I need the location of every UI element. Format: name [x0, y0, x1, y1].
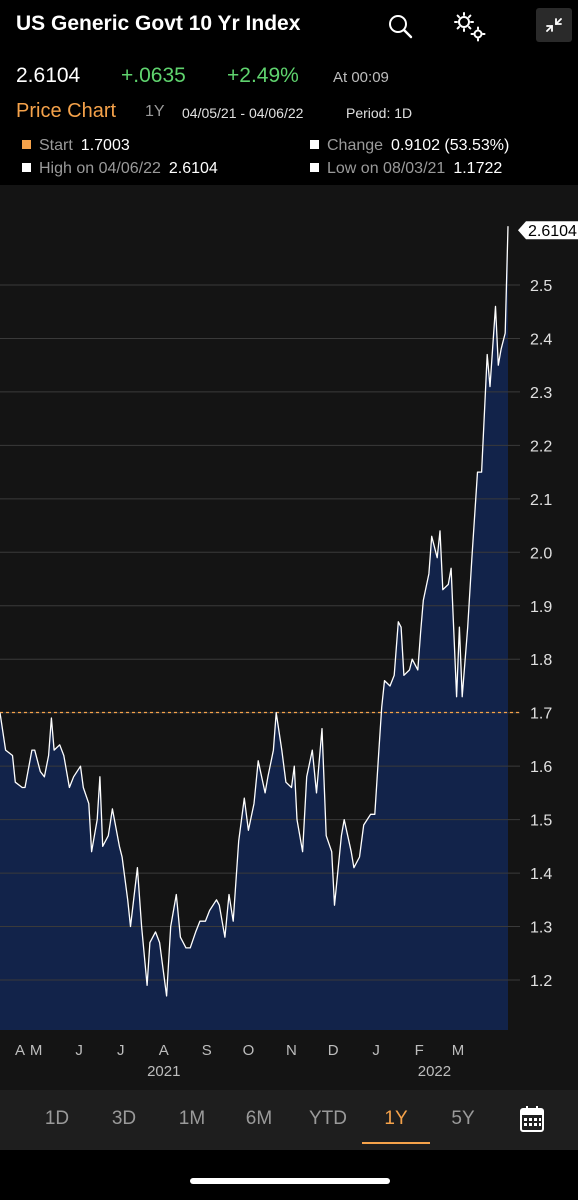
last-price: 2.6104 [16, 64, 81, 87]
settings-button[interactable] [450, 10, 490, 44]
range-tab-1d[interactable]: 1D [44, 1108, 70, 1129]
x-month-label: S [202, 1042, 212, 1059]
quote-time: At 00:09 [333, 69, 389, 86]
y-tick-label: 2.5 [530, 278, 552, 295]
collapse-icon [546, 18, 562, 32]
change-marker-icon [310, 140, 319, 149]
home-indicator [190, 1178, 390, 1184]
range-selector: 1D 3D 1M 6M YTD 1Y 5Y [0, 1090, 578, 1150]
stat-change-label: Change [327, 137, 384, 154]
calendar-button[interactable] [518, 1104, 546, 1134]
stat-start: Start 1.7003 [22, 137, 130, 155]
range-tab-5y[interactable]: 5Y [451, 1108, 475, 1129]
search-icon [389, 15, 413, 39]
x-month-label: J [75, 1042, 83, 1059]
range-tab-1m[interactable]: 1M [178, 1108, 206, 1129]
chart-period: Period: 1D [346, 105, 413, 121]
percent-change: +2.49% [227, 64, 299, 87]
y-tick-label: 1.8 [530, 652, 552, 669]
stat-low-value: 1.1722 [453, 160, 503, 177]
settings-icon [454, 12, 486, 42]
y-tick-label: 1.2 [530, 973, 552, 990]
stat-change-value: 0.9102 (53.53%) [391, 137, 510, 154]
x-month-label: F [415, 1042, 424, 1059]
last-value-flag [518, 221, 578, 240]
x-month-label: M [452, 1042, 465, 1059]
x-year-label: 2022 [418, 1063, 451, 1080]
price-line [0, 226, 509, 997]
chart-range-label: 1Y [145, 103, 165, 120]
x-month-label: M [30, 1042, 43, 1059]
y-tick-label: 1.9 [530, 599, 552, 616]
y-tick-label: 1.4 [530, 866, 552, 883]
last-value-label: 2.6104 [528, 223, 577, 240]
price-chart[interactable]: 1.2 1.3 1.4 1.5 1.6 1.7 1.8 1.9 2.0 2.1 2.2 2.3 2.4 2… [0, 185, 578, 1090]
range-tab-ytd[interactable]: YTD [309, 1108, 347, 1129]
price-chart-label: Price Chart [16, 100, 117, 122]
y-tick-label: 1.5 [530, 813, 552, 830]
y-tick-label: 2.4 [530, 331, 552, 348]
stat-low: Low on 08/03/21 1.1722 [310, 160, 502, 178]
stat-low-label: Low on 08/03/21 [327, 160, 446, 177]
stat-high: High on 04/06/22 2.6104 [22, 160, 218, 178]
stat-high-value: 2.6104 [168, 160, 218, 177]
x-month-label: D [328, 1042, 339, 1059]
y-tick-label: 1.7 [530, 706, 552, 723]
stat-start-label: Start [39, 137, 73, 154]
x-month-label: J [117, 1042, 125, 1059]
y-tick-label: 2.1 [530, 492, 552, 509]
y-tick-label: 2.0 [530, 545, 552, 562]
y-tick-label: 1.6 [530, 759, 552, 776]
x-month-label: O [243, 1042, 255, 1059]
high-marker-icon [22, 163, 31, 172]
calendar-icon [520, 1106, 544, 1132]
y-tick-label: 1.3 [530, 920, 552, 937]
price-area [0, 226, 508, 1030]
stat-start-value: 1.7003 [80, 137, 130, 154]
low-marker-icon [310, 163, 319, 172]
collapse-button[interactable] [536, 8, 572, 42]
x-month-label: J [372, 1042, 380, 1059]
start-marker-icon [22, 140, 31, 149]
range-tab-6m[interactable]: 6M [245, 1108, 273, 1129]
stat-change: Change 0.9102 (53.53%) [310, 137, 509, 155]
price-chart-panel[interactable]: 1.2 1.3 1.4 1.5 1.6 1.7 1.8 1.9 2.0 2.1 2.2 2.3 2.4 2… [0, 185, 578, 1090]
x-month-label: A [159, 1042, 169, 1059]
x-month-label: N [286, 1042, 297, 1059]
range-tab-3d[interactable]: 3D [111, 1108, 137, 1129]
x-month-label: A [15, 1042, 25, 1059]
stat-high-label: High on 04/06/22 [39, 160, 161, 177]
search-button[interactable] [386, 12, 416, 42]
x-year-label: 2021 [147, 1063, 180, 1080]
net-change: +.0635 [121, 64, 186, 87]
y-tick-label: 2.3 [530, 385, 552, 402]
chart-date-range: 04/05/21 - 04/06/22 [182, 105, 304, 121]
page-title: US Generic Govt 10 Yr Index [16, 12, 301, 35]
y-tick-label: 2.2 [530, 438, 552, 455]
range-tab-1y[interactable]: 1Y [362, 1108, 430, 1144]
